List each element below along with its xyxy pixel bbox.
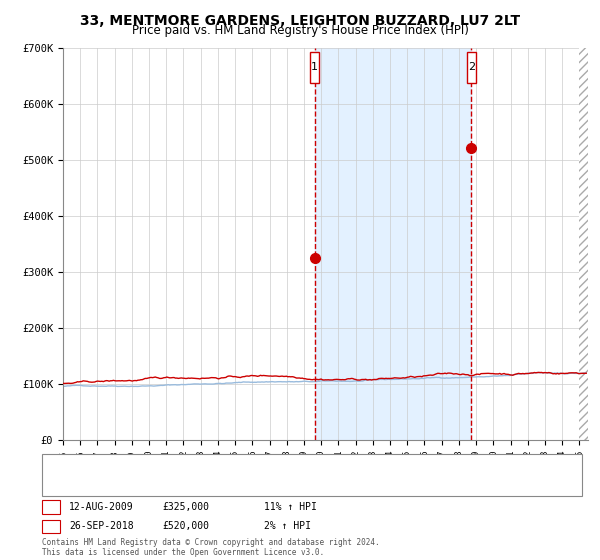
FancyBboxPatch shape	[467, 52, 476, 83]
FancyBboxPatch shape	[310, 52, 319, 83]
Text: 33, MENTMORE GARDENS, LEIGHTON BUZZARD, LU7 2LT: 33, MENTMORE GARDENS, LEIGHTON BUZZARD, …	[80, 14, 520, 28]
Text: 2: 2	[468, 62, 475, 72]
Text: 12-AUG-2009: 12-AUG-2009	[69, 502, 134, 512]
Text: 1: 1	[311, 62, 318, 72]
Text: 1: 1	[48, 502, 54, 512]
Bar	[314, 48, 472, 440]
Text: Contains HM Land Registry data © Crown copyright and database right 2024.
This d: Contains HM Land Registry data © Crown c…	[42, 538, 380, 557]
Text: 2% ↑ HPI: 2% ↑ HPI	[264, 521, 311, 531]
Text: £520,000: £520,000	[162, 521, 209, 531]
Text: Price paid vs. HM Land Registry's House Price Index (HPI): Price paid vs. HM Land Registry's House …	[131, 24, 469, 37]
Text: 33, MENTMORE GARDENS, LEIGHTON BUZZARD, LU7 2LT (detached house): 33, MENTMORE GARDENS, LEIGHTON BUZZARD, …	[96, 461, 434, 471]
Text: HPI: Average price, detached house, Central Bedfordshire: HPI: Average price, detached house, Cent…	[96, 480, 357, 489]
Polygon shape	[580, 48, 588, 440]
Text: 11% ↑ HPI: 11% ↑ HPI	[264, 502, 317, 512]
Text: 2: 2	[48, 521, 54, 531]
Text: £325,000: £325,000	[162, 502, 209, 512]
Text: 26-SEP-2018: 26-SEP-2018	[69, 521, 134, 531]
